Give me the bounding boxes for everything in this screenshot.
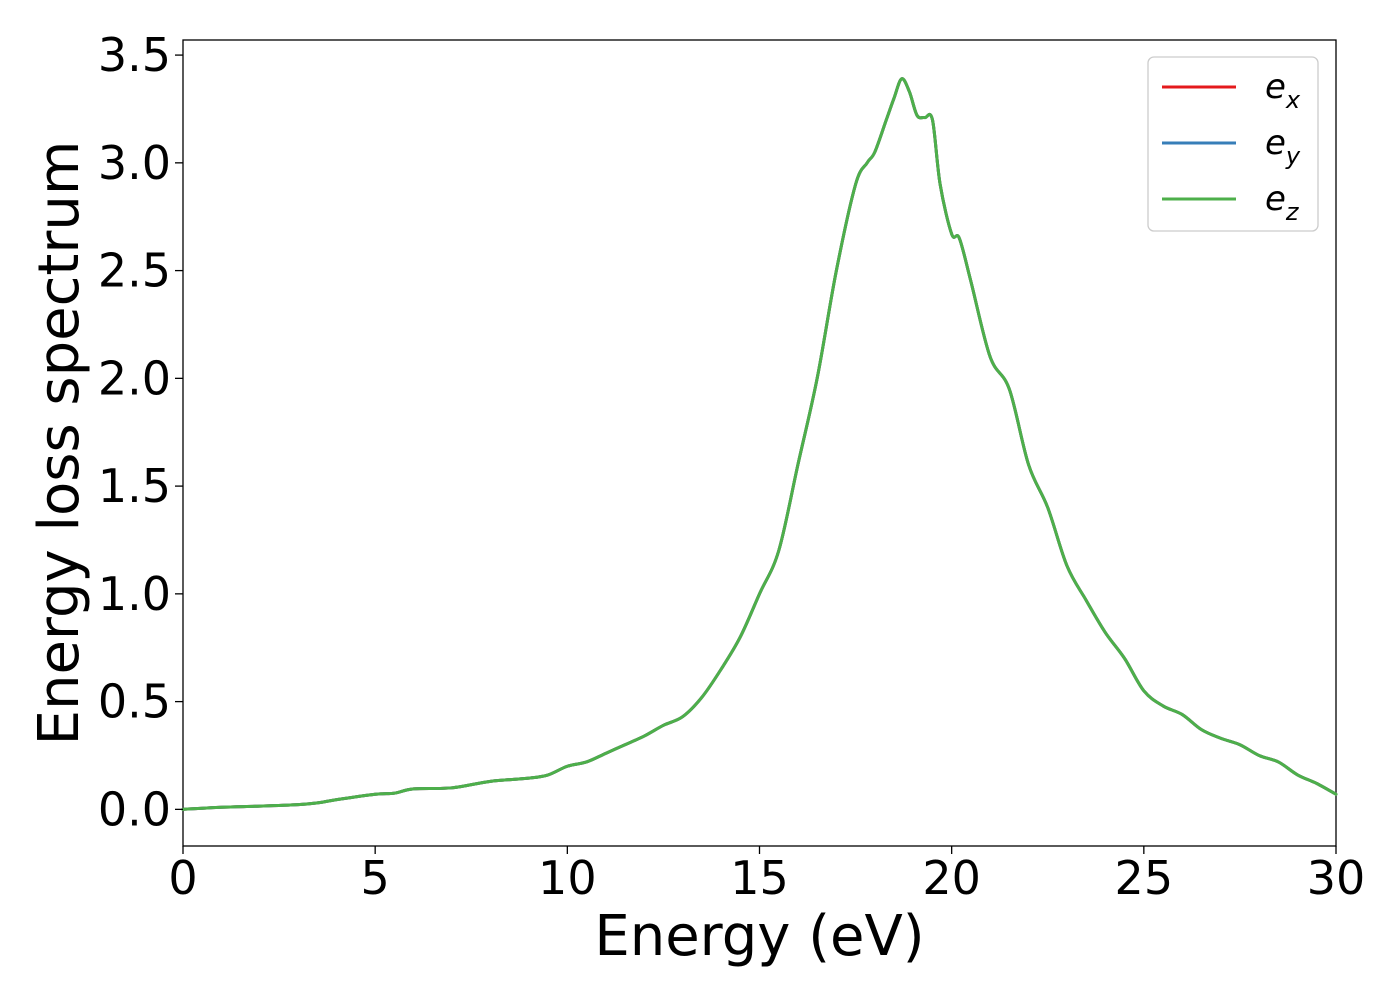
- x-tick-label: 0: [168, 851, 197, 905]
- x-tick-label: 25: [1115, 851, 1174, 905]
- y-tick-label: 3.0: [98, 136, 171, 190]
- y-tick-label: 1.5: [98, 459, 171, 513]
- y-axis-title: Energy loss spectrum: [27, 141, 92, 746]
- x-axis-title: Energy (eV): [594, 904, 924, 969]
- y-axis: 0.0 0.5 1.0 1.5 2.0 2.5 3.0 3.5: [98, 28, 183, 836]
- x-axis: 0 5 10 15 20 25 30: [168, 846, 1365, 905]
- y-tick-label: 1.0: [98, 567, 171, 621]
- x-tick-label: 20: [922, 851, 981, 905]
- y-tick-label: 3.5: [98, 28, 171, 82]
- series-layer: [181, 77, 1338, 811]
- legend-label: ex: [1265, 67, 1301, 114]
- y-tick-label: 2.0: [98, 351, 171, 405]
- y-tick-label: 2.5: [98, 244, 171, 298]
- legend-label: ez: [1265, 179, 1300, 226]
- y-tick-label: 0.5: [98, 675, 171, 729]
- x-tick-label: 10: [538, 851, 597, 905]
- legend-label: ey: [1265, 123, 1301, 170]
- series-line-ez: [181, 77, 1338, 811]
- x-tick-label: 5: [361, 851, 390, 905]
- x-tick-label: 30: [1307, 851, 1366, 905]
- legend: ex ey ez: [1147, 56, 1319, 232]
- x-tick-label: 15: [730, 851, 789, 905]
- y-tick-label: 0.0: [98, 782, 171, 836]
